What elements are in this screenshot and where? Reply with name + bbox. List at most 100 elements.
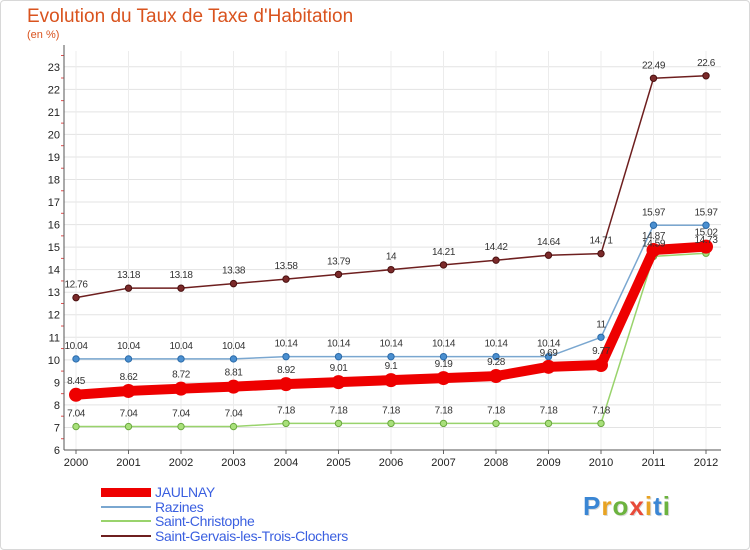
y-tick-label: 15 <box>48 242 60 254</box>
y-tick-label: 16 <box>48 220 60 232</box>
data-label-razines: 10.04 <box>169 341 193 352</box>
logo-letter: r <box>601 491 613 521</box>
data-label-razines: 10.04 <box>64 341 88 352</box>
x-tick-label: 2000 <box>64 457 88 469</box>
y-tick-label: 9 <box>54 377 60 389</box>
data-label-saint-christophe: 7.18 <box>487 405 506 416</box>
data-label-saint-gervais: 14.71 <box>589 236 613 247</box>
data-point-saint-gervais <box>72 293 80 302</box>
data-point-saint-christophe <box>282 419 290 428</box>
legend-swatch-jaulnay <box>101 488 151 497</box>
data-label-razines: 15.97 <box>694 207 718 218</box>
data-label-jaulnay: 8.92 <box>277 365 296 376</box>
x-tick-label: 2005 <box>326 457 350 469</box>
data-point-saint-gervais <box>387 265 395 274</box>
y-tick-label: 6 <box>54 445 60 457</box>
legend-label-razines: Razines <box>155 498 204 515</box>
data-point-jaulnay <box>121 383 136 398</box>
legend-swatch-saint-gervais <box>101 534 151 537</box>
data-point-jaulnay <box>436 371 451 386</box>
data-label-razines: 10.04 <box>117 341 141 352</box>
data-point-saint-gervais <box>649 74 658 82</box>
data-point-jaulnay <box>594 358 608 373</box>
data-label-jaulnay: 9.1 <box>385 361 399 372</box>
data-point-saint-gervais <box>229 279 238 288</box>
data-point-saint-gervais <box>702 72 710 80</box>
data-label-razines: 10.14 <box>379 339 403 350</box>
data-point-saint-gervais <box>124 284 133 292</box>
data-point-jaulnay <box>541 359 556 374</box>
data-label-razines: 10.14 <box>327 339 351 350</box>
data-point-razines <box>334 352 343 361</box>
data-label-saint-gervais: 14.42 <box>484 242 508 253</box>
data-point-jaulnay <box>226 379 241 394</box>
y-tick-label: 10 <box>48 355 60 367</box>
data-label-saint-gervais: 13.18 <box>117 270 141 281</box>
data-labels: 12.76 13.18 13.18 13.38 13.58 13.79 14 14.21 14.… <box>64 58 718 420</box>
data-point-saint-gervais <box>439 261 448 269</box>
data-label-jaulnay: 9.01 <box>330 363 349 374</box>
data-label-saint-christophe: 7.04 <box>120 409 139 420</box>
data-point-jaulnay <box>174 381 188 396</box>
data-point-saint-christophe <box>124 422 133 431</box>
legend-label-jaulnay: JAULNAY <box>155 484 215 500</box>
x-tick-label: 2009 <box>536 457 560 469</box>
data-point-razines <box>649 221 658 229</box>
y-tick-label: 17 <box>48 197 60 209</box>
data-label-razines: 10.14 <box>484 339 508 350</box>
x-tick-label: 2003 <box>221 457 245 469</box>
data-label-saint-christophe: 7.18 <box>592 405 611 416</box>
y-tick-label: 13 <box>48 287 60 299</box>
x-tick-label: 2002 <box>169 457 193 469</box>
data-label-saint-gervais: 22.49 <box>642 60 666 71</box>
data-label-saint-christophe: 7.18 <box>277 405 296 416</box>
data-point-jaulnay <box>279 377 293 392</box>
data-label-saint-christophe: 7.04 <box>67 409 86 420</box>
data-label-jaulnay: 8.81 <box>225 368 244 379</box>
data-label-saint-christophe: 7.18 <box>435 405 454 416</box>
data-label-saint-christophe: 7.04 <box>225 409 244 420</box>
data-point-razines <box>492 352 500 361</box>
data-point-saint-gervais <box>282 275 290 283</box>
data-label-saint-christophe: 7.18 <box>540 405 559 416</box>
data-point-saint-christophe <box>177 422 185 431</box>
data-label-razines: 11 <box>596 319 606 330</box>
data-label-jaulnay: 15.02 <box>694 228 718 239</box>
data-point-saint-christophe <box>387 419 395 428</box>
axes: 6 7 8 9 10 11 12 13 14 15 16 17 18 19 20 21 22 23 2000 2001… <box>48 45 721 469</box>
y-tick-label: 14 <box>48 265 60 277</box>
proxiti-logo: Proxiti <box>583 491 671 522</box>
x-tick-label: 2010 <box>589 457 613 469</box>
chart-title: Evolution du Taux de Taxe d'Habitation <box>27 6 354 27</box>
logo-letter: t <box>653 491 663 521</box>
chart-unit-label: (en %) <box>27 29 60 41</box>
data-label-jaulnay: 9.19 <box>435 359 454 370</box>
data-point-razines <box>124 355 133 363</box>
data-point-saint-christophe <box>492 419 500 428</box>
data-point-jaulnay <box>384 373 398 388</box>
data-point-razines <box>229 355 238 363</box>
data-label-razines: 10.14 <box>432 339 456 350</box>
data-label-saint-christophe: 14.59 <box>642 238 666 249</box>
data-label-razines: 10.04 <box>222 341 246 352</box>
data-point-saint-christophe <box>544 419 553 428</box>
data-label-saint-gervais: 22.6 <box>697 58 716 69</box>
data-label-jaulnay: 8.72 <box>172 370 191 381</box>
logo-letter: i <box>662 491 671 521</box>
data-point-jaulnay <box>489 369 503 384</box>
y-tick-label: 21 <box>48 107 60 119</box>
data-point-saint-christophe <box>597 419 605 428</box>
x-tick-label: 2006 <box>379 457 403 469</box>
data-point-razines <box>282 352 290 361</box>
data-label-razines: 10.14 <box>274 339 298 350</box>
data-label-saint-christophe: 14.73 <box>694 235 718 246</box>
x-tick-label: 2008 <box>484 457 508 469</box>
logo-letter: o <box>612 491 630 521</box>
x-tick-label: 2004 <box>274 457 298 469</box>
data-point-razines <box>177 355 185 363</box>
data-label-saint-christophe: 7.18 <box>330 405 349 416</box>
data-point-saint-gervais <box>177 284 185 292</box>
data-point-saint-gervais <box>544 251 553 259</box>
y-tick-label: 23 <box>48 62 60 74</box>
data-point-jaulnay <box>646 243 661 258</box>
